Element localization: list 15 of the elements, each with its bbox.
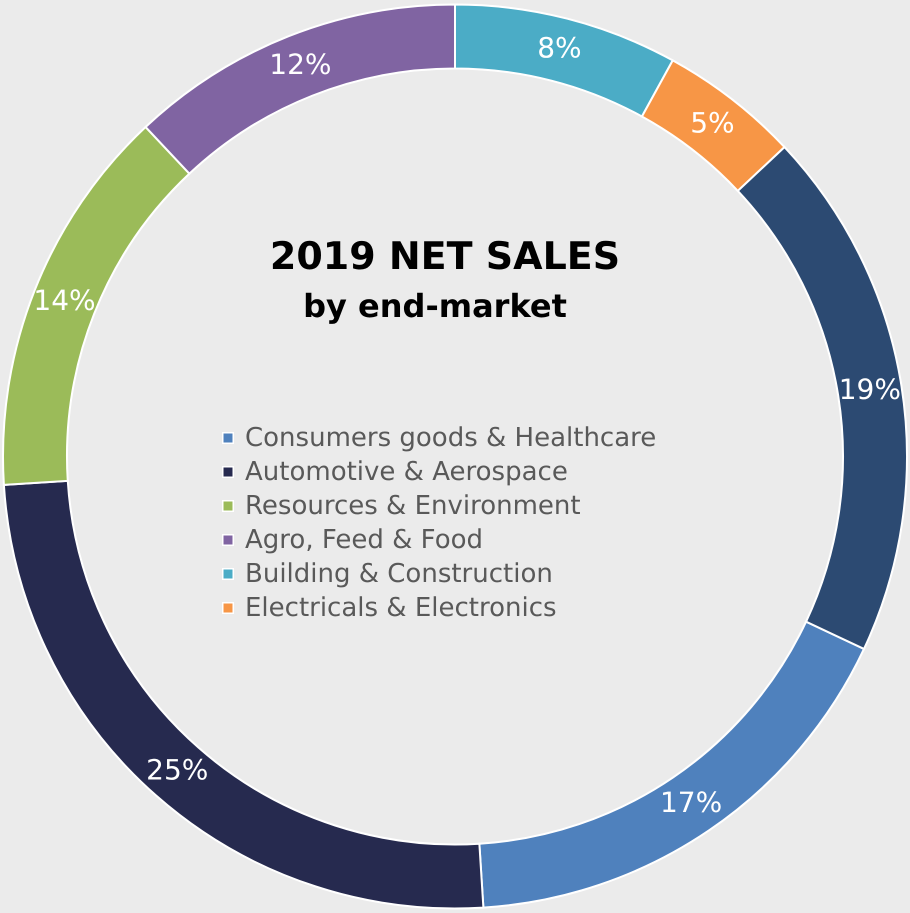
data-label: 14% bbox=[33, 284, 96, 317]
legend-label: Automotive & Aerospace bbox=[245, 457, 568, 487]
text: by end-market bbox=[303, 287, 567, 325]
text: 2019 NET SALES bbox=[270, 234, 620, 278]
data-label: 8% bbox=[537, 32, 582, 65]
data-label: 17% bbox=[660, 786, 722, 819]
legend-label: Consumers goods & Healthcare bbox=[245, 423, 656, 453]
data-label: 12% bbox=[269, 48, 332, 81]
legend-label: Building & Construction bbox=[245, 559, 553, 589]
data-label: 19% bbox=[838, 372, 901, 406]
data-label: 25% bbox=[146, 754, 208, 787]
legend-label: Electricals & Electronics bbox=[245, 593, 557, 623]
data-label: 5% bbox=[690, 106, 735, 140]
legend-label: Agro, Feed & Food bbox=[245, 525, 484, 555]
legend-label: Resources & Environment bbox=[245, 491, 581, 521]
